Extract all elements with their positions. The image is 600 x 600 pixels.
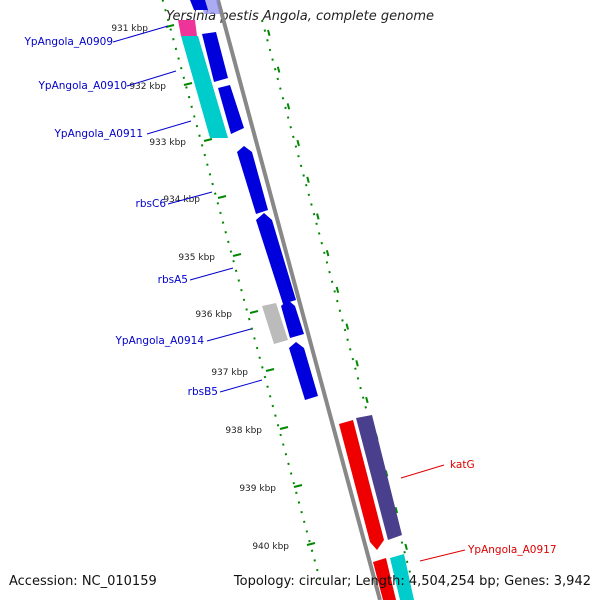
gene-label[interactable]: YpAngola_A0914: [114, 335, 204, 347]
backbone: [216, 0, 382, 600]
gene-label[interactable]: YpAngola_A0917: [467, 544, 557, 556]
gene-label[interactable]: rbsB5: [188, 386, 218, 398]
gene-label[interactable]: YpAngola_A0909: [23, 36, 113, 48]
left-dotted-ruler: [161, 0, 321, 581]
tick-mark: [249, 310, 259, 314]
tick-label: 933 kbp: [149, 138, 186, 148]
feature-red-katG[interactable]: [339, 420, 384, 550]
feature-pink[interactable]: [178, 20, 197, 36]
features: [178, 0, 414, 600]
tick-label: 939 kbp: [239, 484, 276, 494]
tick-mark: [183, 82, 193, 86]
feature-blue-A0911[interactable]: [218, 85, 244, 134]
genome-info-text: Topology: circular; Length: 4,504,254 bp…: [233, 574, 591, 589]
feature-blue-rbsA5[interactable]: [256, 213, 296, 304]
feature-blue-rbsB5[interactable]: [289, 342, 318, 400]
tick-mark: [306, 542, 316, 546]
feature-blue-rbsC6[interactable]: [237, 146, 268, 214]
label-connectors: [112, 25, 466, 562]
gene-label[interactable]: YpAngola_A0911: [53, 128, 143, 140]
tick-label: 932 kbp: [129, 82, 166, 92]
tick-label: 931 kbp: [111, 24, 148, 34]
feature-purple[interactable]: [356, 415, 402, 540]
gene-label[interactable]: katG: [450, 459, 475, 471]
feature-cyan-A0910[interactable]: [181, 36, 228, 138]
gene-label[interactable]: rbsA5: [158, 274, 188, 286]
tick-label: 935 kbp: [178, 253, 215, 263]
tick-label: 938 kbp: [225, 426, 262, 436]
tick-label: 936 kbp: [195, 310, 232, 320]
accession-text: Accession: NC_010159: [9, 574, 157, 589]
tick-mark: [203, 138, 213, 142]
feature-gray-A0914[interactable]: [262, 303, 288, 344]
tick-label: 937 kbp: [211, 368, 248, 378]
tick-mark: [293, 484, 303, 488]
tick-mark: [265, 368, 275, 372]
feature-red-A0917[interactable]: [373, 558, 396, 600]
feature-blue-A0909[interactable]: [202, 32, 228, 82]
feature-cyan-bottom[interactable]: [390, 554, 414, 600]
map-title: Yersinia pestis Angola, complete genome: [166, 9, 434, 24]
gene-label[interactable]: YpAngola_A0910: [37, 80, 127, 92]
feature-top-blue[interactable]: [190, 0, 208, 10]
gene-labels: YpAngola_A0909 YpAngola_A0910 YpAngola_A09…: [23, 36, 556, 556]
tick-mark: [279, 426, 289, 430]
tick-marks: [165, 24, 316, 546]
tick-mark: [232, 253, 242, 257]
gene-label[interactable]: rbsC6: [136, 198, 167, 210]
tick-mark: [217, 195, 227, 199]
tick-label: 940 kbp: [252, 542, 289, 552]
feature-blue-A0914b[interactable]: [281, 300, 304, 338]
